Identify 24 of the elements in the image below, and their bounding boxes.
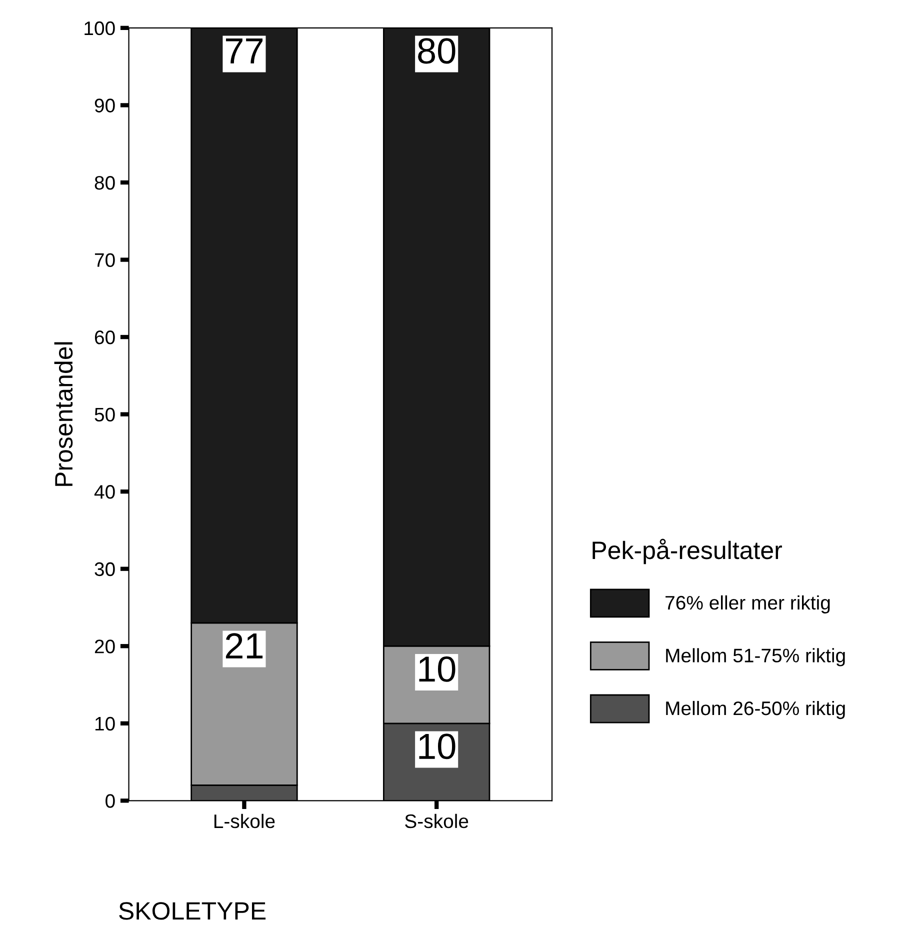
- legend-label: Mellom 26-50% riktig: [666, 700, 845, 720]
- x-tick-label: L-skole: [214, 814, 275, 828]
- x-tick-label: S-skole: [405, 814, 468, 828]
- data-label: 80: [418, 38, 456, 64]
- y-tick-label: 30: [94, 562, 115, 576]
- y-tick-label: 100: [84, 21, 115, 36]
- x-axis-title: SKOLETYPE: [119, 902, 266, 920]
- y-axis-title: Prosentandel: [54, 342, 73, 486]
- data-label: 10: [419, 656, 456, 682]
- y-tick-label: 70: [94, 253, 115, 267]
- y-tick-label: 90: [94, 98, 115, 112]
- y-tick-label: 60: [94, 330, 115, 344]
- legend-label: 76% eller mer riktig: [666, 595, 830, 614]
- y-tick-label: 10: [95, 716, 115, 731]
- y-tick-label: 20: [94, 640, 115, 654]
- legend-label: Mellom 51-75% riktig: [666, 648, 845, 666]
- y-tick-label: 50: [94, 408, 115, 422]
- y-tick-label: 40: [94, 485, 115, 499]
- y-tick-label: 0: [106, 794, 115, 808]
- data-label: 21: [226, 633, 263, 658]
- y-tick-label: 80: [94, 176, 115, 190]
- data-label: 10: [419, 734, 456, 760]
- legend-title: Pek-på-resultater: [592, 538, 782, 564]
- data-label: 77: [226, 38, 262, 64]
